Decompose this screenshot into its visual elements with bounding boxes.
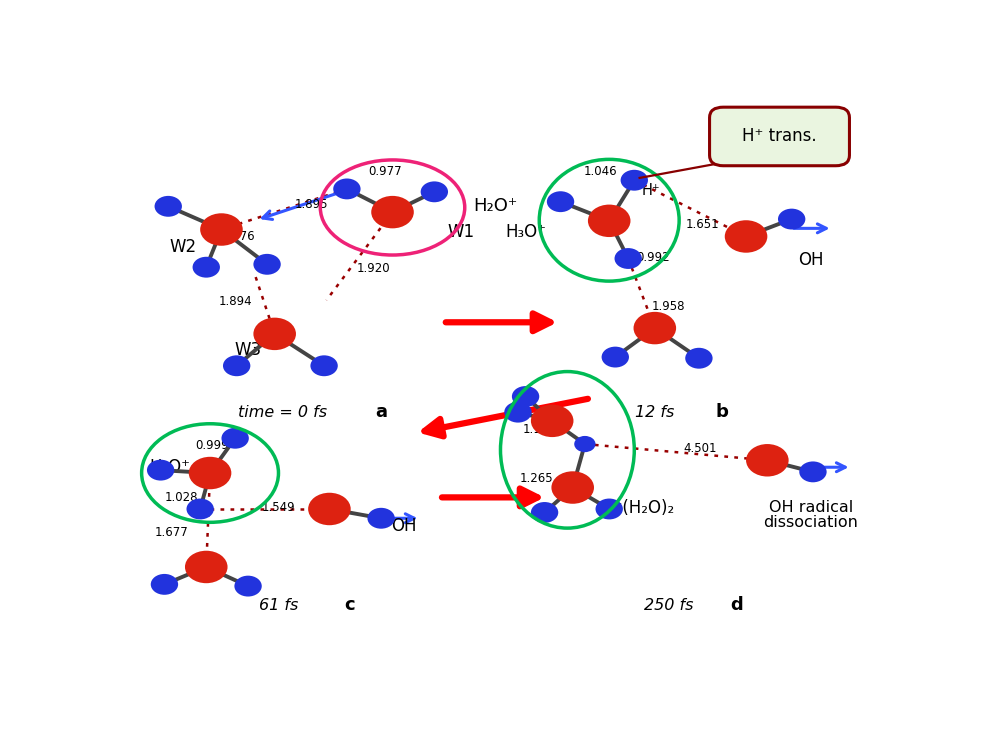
Text: dissociation: dissociation <box>763 515 858 530</box>
Circle shape <box>200 213 242 245</box>
Circle shape <box>531 404 574 437</box>
Text: 1.028: 1.028 <box>165 491 198 504</box>
Circle shape <box>151 574 179 595</box>
Circle shape <box>234 575 262 596</box>
Text: c: c <box>344 596 354 614</box>
Text: H₃O⁺: H₃O⁺ <box>149 459 190 476</box>
Circle shape <box>147 459 175 480</box>
Text: W2: W2 <box>170 238 197 256</box>
Circle shape <box>334 178 361 200</box>
Circle shape <box>512 386 540 407</box>
Text: 1.958: 1.958 <box>651 300 686 312</box>
Circle shape <box>601 346 629 367</box>
Text: time = 0 fs: time = 0 fs <box>237 404 327 419</box>
Text: 1.549: 1.549 <box>262 501 295 514</box>
Text: 1.046: 1.046 <box>584 165 617 178</box>
Text: 1.265: 1.265 <box>520 472 554 486</box>
Circle shape <box>223 355 250 376</box>
Circle shape <box>686 348 712 369</box>
Circle shape <box>222 428 249 449</box>
Circle shape <box>253 318 296 350</box>
Circle shape <box>614 248 642 269</box>
Text: 61 fs: 61 fs <box>259 598 298 613</box>
Circle shape <box>253 254 281 275</box>
Text: H₂O⁺: H₂O⁺ <box>473 197 517 215</box>
Text: H₃O⁺: H₃O⁺ <box>505 224 546 242</box>
Circle shape <box>310 355 337 376</box>
Circle shape <box>185 550 228 584</box>
Text: 1.651: 1.651 <box>686 218 719 231</box>
Circle shape <box>546 191 574 212</box>
Text: 1.894: 1.894 <box>219 295 252 309</box>
Circle shape <box>504 401 532 422</box>
Text: OH: OH <box>391 517 417 535</box>
Circle shape <box>778 209 805 230</box>
FancyBboxPatch shape <box>709 107 850 166</box>
Text: 0.992: 0.992 <box>637 251 670 264</box>
Text: W3: W3 <box>234 340 262 358</box>
Text: H⁺ trans.: H⁺ trans. <box>743 127 817 145</box>
Circle shape <box>595 498 623 520</box>
Text: 250 fs: 250 fs <box>644 598 694 613</box>
Circle shape <box>155 196 181 217</box>
Text: W1: W1 <box>447 224 475 242</box>
Circle shape <box>371 196 414 228</box>
Text: 12 fs: 12 fs <box>635 404 675 419</box>
Circle shape <box>588 205 631 237</box>
Circle shape <box>308 492 351 526</box>
Circle shape <box>551 471 594 504</box>
Text: a: a <box>375 403 387 421</box>
Text: d: d <box>731 596 744 614</box>
Circle shape <box>621 169 648 191</box>
Text: H⁺: H⁺ <box>642 182 660 197</box>
Text: 0.976: 0.976 <box>222 230 255 243</box>
Text: OH: OH <box>798 251 823 269</box>
Circle shape <box>746 444 789 477</box>
Circle shape <box>186 498 214 520</box>
Text: 0.999: 0.999 <box>195 439 230 452</box>
Circle shape <box>574 436 595 452</box>
Circle shape <box>531 502 558 523</box>
Circle shape <box>421 181 448 203</box>
Text: OH radical: OH radical <box>768 500 852 515</box>
Text: 1.895: 1.895 <box>294 197 328 211</box>
Circle shape <box>800 462 827 483</box>
Text: H⁺(H₂O)₂: H⁺(H₂O)₂ <box>601 498 675 517</box>
Text: b: b <box>715 403 728 421</box>
Text: 1.677: 1.677 <box>155 526 189 538</box>
Text: 0.977: 0.977 <box>368 165 402 178</box>
Circle shape <box>634 312 676 344</box>
Text: 4.501: 4.501 <box>684 442 717 455</box>
Circle shape <box>368 508 394 529</box>
Text: 1.142: 1.142 <box>522 423 556 436</box>
Text: 1.920: 1.920 <box>357 262 390 275</box>
Circle shape <box>192 257 220 278</box>
Circle shape <box>188 457 232 489</box>
Circle shape <box>725 220 767 253</box>
